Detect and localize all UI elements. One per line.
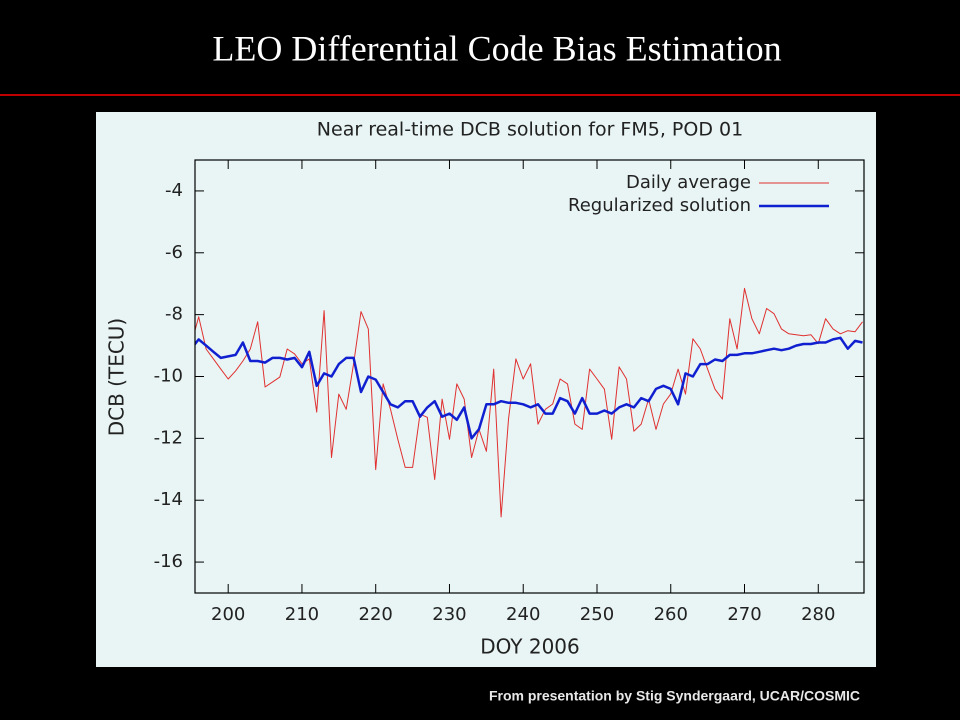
plot-frame <box>194 159 865 594</box>
x-tick-label: 250 <box>580 604 614 625</box>
legend-label: Daily average <box>626 172 751 193</box>
y-tick-label: -8 <box>165 304 183 325</box>
chart-panel <box>96 112 876 667</box>
y-tick-label: -12 <box>154 427 183 448</box>
y-tick-label: -4 <box>165 180 183 201</box>
credit: From presentation by Stig Syndergaard, U… <box>489 688 860 704</box>
y-tick-label: -16 <box>154 551 183 572</box>
slide-title: LEO Differential Code Bias Estimation <box>212 28 781 68</box>
x-tick-label: 210 <box>285 604 319 625</box>
legend-label: Regularized solution <box>568 195 751 216</box>
y-tick-label: -6 <box>165 242 183 263</box>
y-tick-label: -14 <box>154 489 183 510</box>
x-tick-label: 220 <box>359 604 393 625</box>
x-axis-label: DOY 2006 <box>480 635 580 659</box>
data-line <box>195 336 863 440</box>
x-tick-label: 240 <box>506 604 540 625</box>
x-tick-label: 280 <box>801 604 835 625</box>
x-tick-label: 270 <box>727 604 761 625</box>
y-axis-label: DCB (TECU) <box>105 318 129 437</box>
chart-title: Near real-time DCB solution for FM5, POD… <box>317 119 743 141</box>
x-tick-label: 260 <box>654 604 688 625</box>
divider <box>0 94 960 96</box>
x-tick-label: 200 <box>211 604 245 625</box>
y-tick-label: -10 <box>154 366 183 387</box>
x-tick-label: 230 <box>432 604 466 625</box>
